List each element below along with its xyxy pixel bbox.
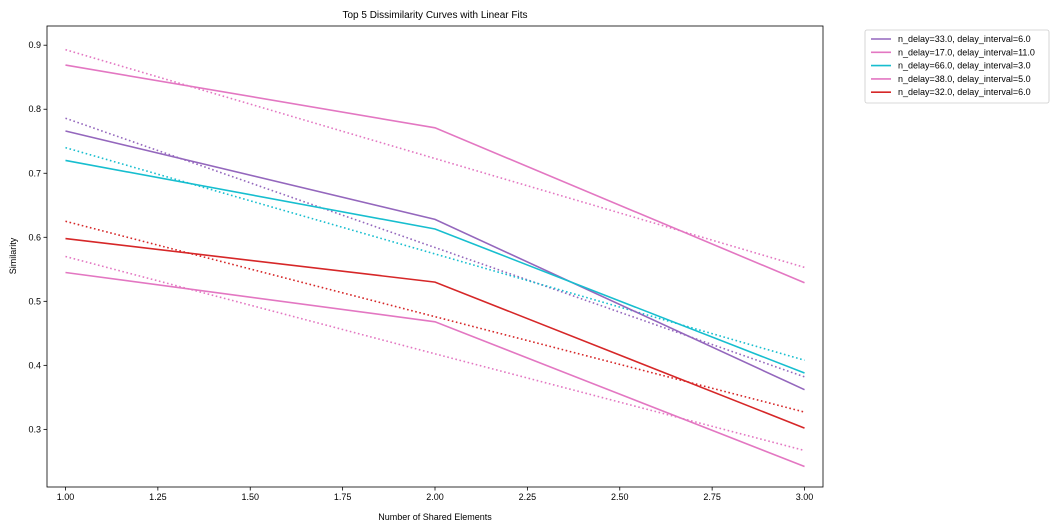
- y-tick-label: 0.3: [28, 424, 41, 434]
- x-tick-label: 1.25: [149, 492, 167, 502]
- series-lines: [65, 64, 805, 468]
- series-line-4: [65, 271, 805, 468]
- x-tick-label: 1.75: [334, 492, 352, 502]
- x-tick-label: 1.00: [57, 492, 75, 502]
- y-axis: 0.3 0.4 0.5 0.6 0.7 0.8 0.9: [28, 40, 47, 434]
- fit-lines: [65, 48, 805, 452]
- legend-label: n_delay=38.0, delay_interval=5.0: [898, 74, 1031, 84]
- x-tick-label: 2.75: [703, 492, 721, 502]
- legend-box: [864, 29, 1050, 104]
- x-tick-label: 2.00: [426, 492, 444, 502]
- fit-line-4: [65, 255, 805, 452]
- legend-label: n_delay=33.0, delay_interval=6.0: [898, 34, 1031, 44]
- y-tick-label: 0.7: [28, 168, 41, 178]
- series-line-1: [65, 130, 805, 391]
- series-line-5: [65, 237, 805, 429]
- x-tick-label: 3.00: [796, 492, 814, 502]
- x-tick-label: 2.25: [519, 492, 537, 502]
- legend-label: n_delay=17.0, delay_interval=11.0: [898, 47, 1035, 57]
- series-line-2: [65, 64, 805, 284]
- y-tick-label: 0.6: [28, 232, 41, 242]
- legend-items: n_delay=33.0, delay_interval=6.0 n_delay=…: [871, 34, 1035, 97]
- chart-title: Top 5 Dissimilarity Curves with Linear F…: [342, 10, 527, 21]
- legend-label: n_delay=66.0, delay_interval=3.0: [898, 61, 1031, 71]
- series-line-3: [65, 159, 805, 374]
- y-axis-label: Similarity: [8, 237, 18, 274]
- legend: n_delay=33.0, delay_interval=6.0 n_delay=…: [864, 29, 1050, 104]
- legend-label: n_delay=32.0, delay_interval=6.0: [898, 87, 1031, 97]
- x-tick-label: 2.50: [611, 492, 629, 502]
- x-axis: 1.00 1.25 1.50 1.75 2.00 2.25 2.50 2.75 3.00: [57, 487, 814, 502]
- plot-area: [46, 25, 824, 488]
- y-tick-label: 0.9: [28, 40, 41, 50]
- x-axis-label: Number of Shared Elements: [378, 512, 492, 522]
- y-tick-label: 0.4: [28, 360, 41, 370]
- y-tick-label: 0.5: [28, 296, 41, 306]
- x-tick-label: 1.50: [241, 492, 259, 502]
- fit-line-2: [65, 48, 805, 269]
- fit-line-3: [65, 146, 805, 361]
- y-tick-label: 0.8: [28, 104, 41, 114]
